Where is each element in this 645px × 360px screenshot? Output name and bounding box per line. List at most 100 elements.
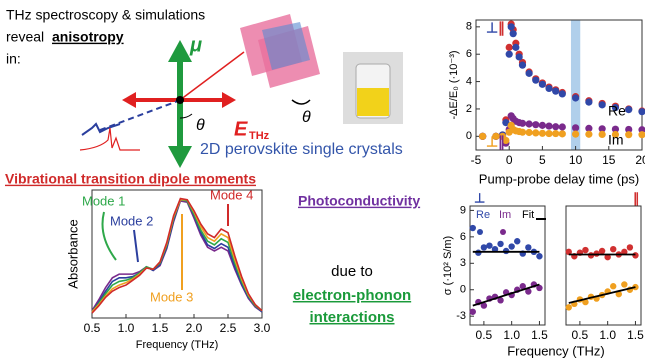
data-point bbox=[512, 44, 519, 51]
y-tick-label: 4 bbox=[466, 75, 472, 87]
graphical-abstract: THz spectroscopy & simulations reveal an… bbox=[0, 0, 645, 360]
y-tick-label: 0 bbox=[460, 284, 466, 296]
legend-label: Im bbox=[499, 209, 511, 221]
data-point bbox=[470, 225, 476, 231]
panel-title: ⊥ bbox=[474, 190, 485, 205]
annotation: ∥ bbox=[498, 134, 505, 151]
x-tick-label: 1.5 bbox=[627, 328, 644, 342]
field-label: E bbox=[234, 118, 248, 140]
data-point bbox=[532, 129, 539, 136]
x-tick-label: 1.5 bbox=[531, 328, 548, 342]
data-point bbox=[508, 23, 515, 30]
x-tick-label: 1.0 bbox=[503, 328, 520, 342]
data-point bbox=[599, 248, 605, 254]
legend-swatch bbox=[477, 229, 483, 235]
data-point bbox=[514, 238, 520, 244]
data-point bbox=[625, 131, 632, 138]
x-tick-label: -5 bbox=[471, 153, 482, 167]
data-point bbox=[519, 129, 526, 136]
y-tick-label: 6 bbox=[466, 48, 472, 60]
body-text: due to bbox=[331, 263, 373, 280]
panel-title: ∥ bbox=[633, 190, 640, 206]
data-point bbox=[566, 304, 572, 310]
y-tick-label: -3 bbox=[456, 310, 466, 322]
section-heading: Vibrational transition dipole moments bbox=[5, 171, 256, 187]
x-tick-label: 20 bbox=[635, 153, 645, 167]
data-point bbox=[545, 85, 552, 92]
x-tick-label: 1.5 bbox=[152, 321, 169, 335]
data-point bbox=[532, 77, 539, 84]
x-tick-label: 2.0 bbox=[186, 321, 203, 335]
data-point bbox=[506, 44, 513, 51]
data-point bbox=[519, 62, 526, 69]
x-tick-label: 1.0 bbox=[599, 328, 616, 342]
data-point bbox=[508, 243, 514, 249]
data-point bbox=[539, 81, 546, 88]
legend-label: Re bbox=[476, 209, 490, 221]
data-point bbox=[552, 123, 559, 130]
legend-swatch bbox=[500, 229, 506, 235]
data-point bbox=[572, 131, 579, 138]
section-heading: electron-phonon bbox=[293, 287, 411, 304]
annotation: Im bbox=[608, 132, 624, 148]
center bbox=[176, 96, 184, 104]
data-point bbox=[539, 122, 546, 129]
data-point bbox=[585, 131, 592, 138]
section-heading: interactions bbox=[309, 309, 394, 326]
data-point bbox=[470, 309, 476, 315]
annotation: Mode 2 bbox=[110, 213, 153, 228]
data-point bbox=[625, 106, 632, 113]
data-point bbox=[526, 70, 533, 77]
data-point bbox=[552, 130, 559, 137]
x-tick-label: 0.5 bbox=[572, 328, 589, 342]
x-tick-label: 0.5 bbox=[476, 328, 493, 342]
data-point bbox=[545, 130, 552, 137]
x-tick-label: 10 bbox=[569, 153, 583, 167]
data-point bbox=[559, 90, 566, 97]
x-axis-label: Frequency (THz) bbox=[507, 343, 605, 358]
data-point bbox=[552, 88, 559, 95]
vial-photo bbox=[343, 52, 403, 124]
x-tick-label: 5 bbox=[539, 153, 546, 167]
data-point bbox=[510, 30, 517, 37]
data-point bbox=[536, 253, 542, 259]
section-heading: Photoconductivity bbox=[298, 193, 420, 209]
data-point bbox=[516, 53, 523, 60]
data-point bbox=[526, 129, 533, 136]
data-point bbox=[572, 94, 579, 101]
data-point bbox=[481, 244, 487, 250]
theta-label: θ bbox=[196, 117, 205, 134]
data-point bbox=[559, 123, 566, 130]
x-tick-label: 3.0 bbox=[254, 321, 271, 335]
x-axis-label: Pump-probe delay time (ps) bbox=[479, 171, 639, 186]
data-point bbox=[539, 130, 546, 137]
data-point bbox=[506, 51, 513, 58]
data-point bbox=[599, 131, 606, 138]
intro-text: in: bbox=[6, 51, 21, 67]
x-axis-label: Frequency (THz) bbox=[136, 339, 219, 351]
legend-label: Fit bbox=[522, 209, 534, 221]
annotation: Mode 4 bbox=[210, 187, 253, 202]
y-tick-label: 0 bbox=[466, 130, 472, 142]
data-point bbox=[610, 283, 616, 289]
data-point bbox=[559, 130, 566, 137]
field-subscript: THz bbox=[249, 130, 270, 142]
x-tick-label: 1.0 bbox=[118, 321, 135, 335]
page: THz spectroscopy & simulations reveal an… bbox=[0, 0, 645, 360]
mu-label: μ bbox=[189, 34, 202, 56]
crystals-label: 2D perovskite single crystals bbox=[200, 141, 403, 158]
y-tick-label: 3 bbox=[460, 257, 466, 269]
y-axis-label: Absorbance bbox=[65, 219, 80, 288]
data-point bbox=[599, 101, 606, 108]
data-point bbox=[572, 124, 579, 131]
annotation: ⊥ bbox=[486, 20, 498, 36]
annotation: Mode 3 bbox=[150, 289, 193, 304]
y-axis-label: σ (·10² S/m) bbox=[442, 236, 454, 295]
data-point bbox=[610, 246, 616, 252]
data-point bbox=[525, 244, 531, 250]
x-tick-label: 0.5 bbox=[84, 321, 101, 335]
data-point bbox=[582, 247, 588, 253]
y-tick-label: 6 bbox=[460, 231, 466, 243]
annotation: ∥ bbox=[498, 20, 505, 37]
theta-label: θ bbox=[302, 109, 311, 126]
